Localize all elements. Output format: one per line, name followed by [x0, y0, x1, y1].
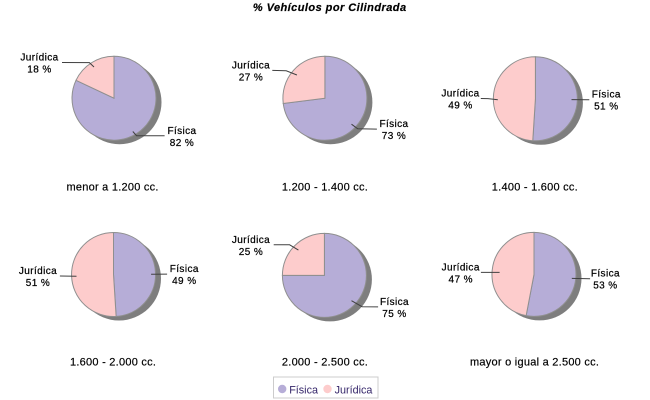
svg-text:1.600 - 2.000 cc.: 1.600 - 2.000 cc.	[70, 356, 156, 368]
svg-text:53 %: 53 %	[593, 281, 617, 292]
svg-text:Jurídica: Jurídica	[441, 89, 479, 100]
svg-text:Física: Física	[289, 384, 318, 396]
svg-text:73 %: 73 %	[382, 131, 406, 142]
svg-text:Física: Física	[591, 269, 620, 280]
svg-text:49 %: 49 %	[172, 276, 196, 287]
svg-text:mayor o igual a 2.500 cc.: mayor o igual a 2.500 cc.	[470, 356, 599, 368]
svg-text:25 %: 25 %	[239, 247, 263, 258]
svg-text:Física: Física	[170, 264, 199, 275]
svg-text:Física: Física	[380, 297, 409, 308]
svg-text:75 %: 75 %	[382, 309, 406, 320]
svg-text:Jurídica: Jurídica	[20, 53, 58, 64]
svg-text:Física: Física	[379, 119, 408, 130]
svg-text:Jurídica: Jurídica	[442, 262, 480, 273]
svg-text:2.000 - 2.500 cc.: 2.000 - 2.500 cc.	[282, 356, 368, 368]
svg-text:Física: Física	[592, 90, 621, 101]
svg-text:51 %: 51 %	[594, 102, 618, 113]
svg-text:82 %: 82 %	[170, 138, 194, 149]
svg-text:27 %: 27 %	[239, 72, 263, 83]
svg-text:49 %: 49 %	[448, 101, 472, 112]
svg-text:47 %: 47 %	[448, 274, 472, 285]
svg-text:Física: Física	[167, 126, 196, 137]
svg-text:1.200 - 1.400 cc.: 1.200 - 1.400 cc.	[282, 182, 368, 194]
svg-text:% Vehículos por Cilindrada: % Vehículos por Cilindrada	[253, 2, 407, 14]
svg-text:51 %: 51 %	[26, 278, 50, 289]
svg-text:Jurídica: Jurídica	[335, 384, 373, 396]
svg-text:Jurídica: Jurídica	[19, 266, 57, 277]
svg-text:Jurídica: Jurídica	[232, 60, 270, 71]
svg-text:18 %: 18 %	[27, 65, 51, 76]
svg-text:menor a 1.200 cc.: menor a 1.200 cc.	[66, 182, 158, 194]
svg-text:1.400 - 1.600 cc.: 1.400 - 1.600 cc.	[492, 182, 578, 194]
svg-text:Jurídica: Jurídica	[232, 235, 270, 246]
